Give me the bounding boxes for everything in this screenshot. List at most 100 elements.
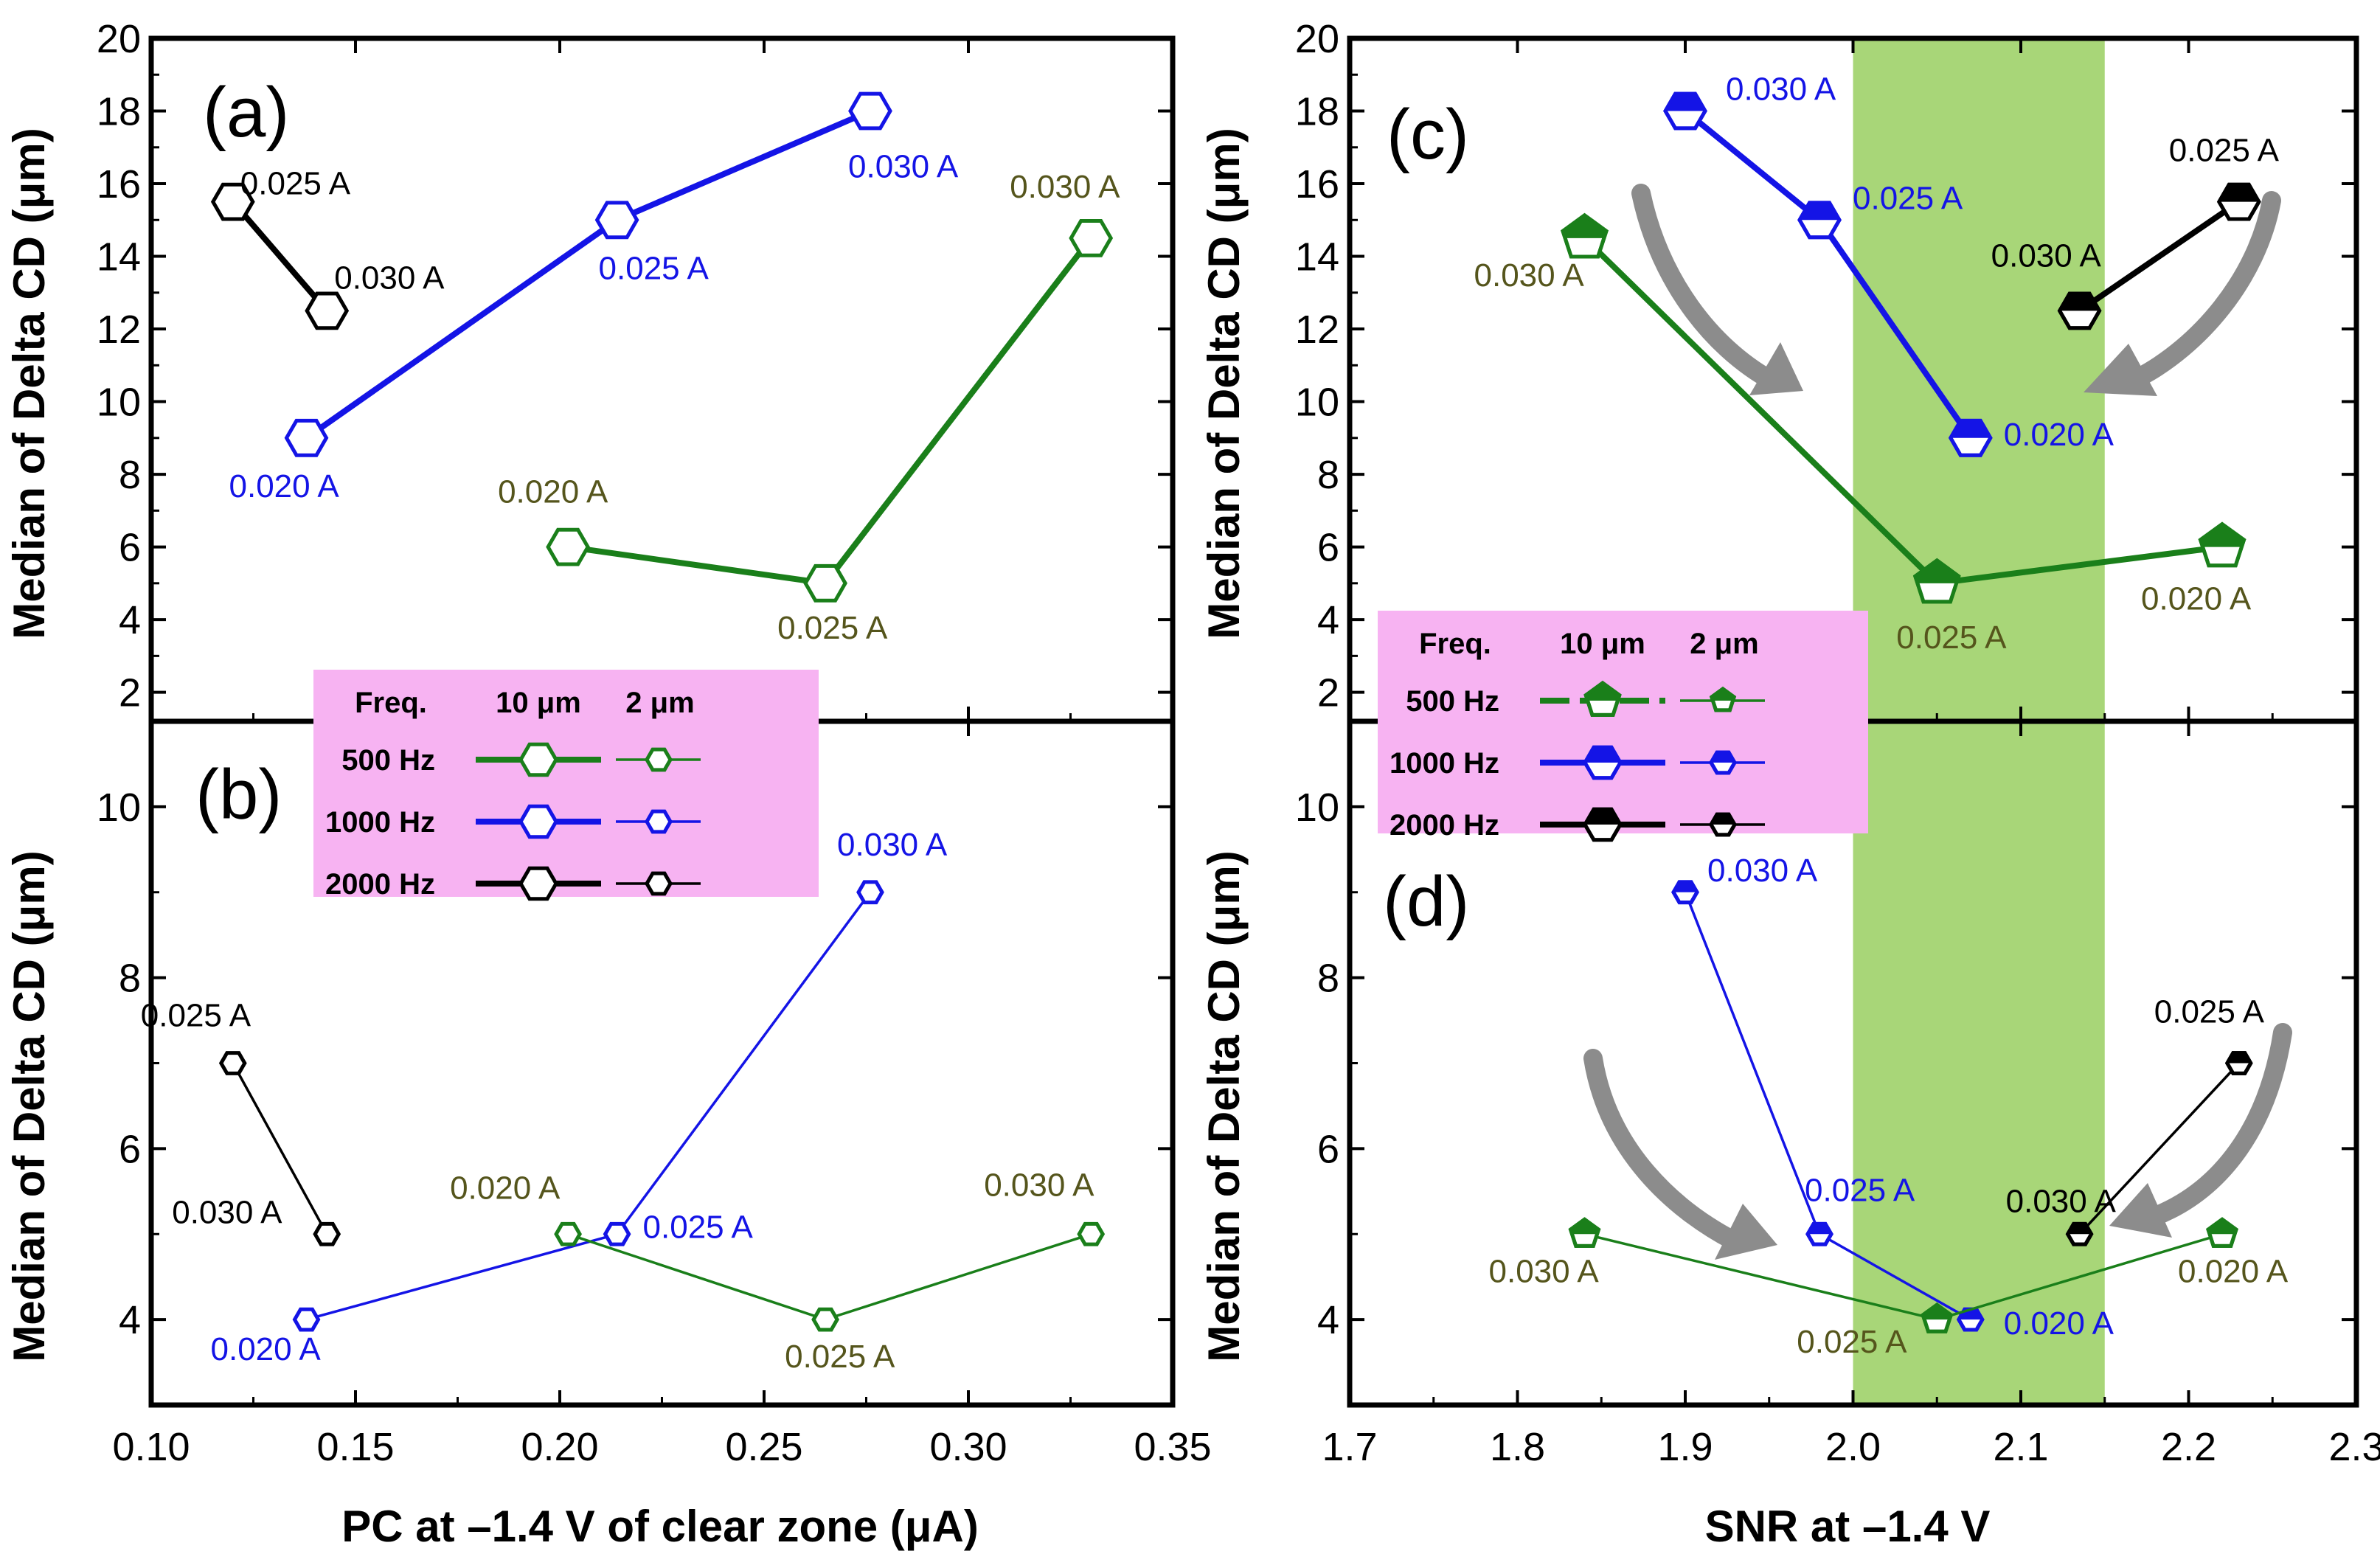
data-point-outline [1921, 1302, 1954, 1333]
legend-box-legend_left: Freq. 10 μm 2 μm 500 Hz 1000 Hz 2000 Hz [313, 670, 819, 901]
data-point [554, 1221, 582, 1246]
legend-marker-10um [1583, 680, 1622, 717]
x-tick-label: 2.1 [1993, 1425, 2048, 1469]
legends: Freq. 10 μm 2 μm 500 Hz 1000 Hz 2000 Hz Freq. 1… [313, 611, 1868, 901]
data-point-fill [1800, 202, 1839, 221]
data-point-fill [1665, 94, 1705, 111]
arrow-left-shaft [1631, 184, 1780, 389]
legend-header: 10 μm [1560, 628, 1645, 660]
point-label: 0.020 A [2141, 581, 2252, 617]
data-point-fill [2059, 294, 2100, 311]
legend-marker-2um-outline [1709, 686, 1737, 712]
data-point-shape [210, 182, 255, 221]
y-tick-label: 4 [119, 1298, 141, 1342]
panel-label-b: (b) [195, 755, 282, 834]
point-label: 0.030 A [1010, 169, 1120, 205]
data-point-fill [1915, 560, 1959, 583]
data-point [2198, 521, 2247, 568]
y-tick-label: 14 [1295, 235, 1339, 280]
legend-row-label: 1000 Hz [1390, 747, 1499, 780]
data-point-outline [1663, 91, 1707, 131]
series-2000-hz: 0.025 A 0.030 A [141, 998, 341, 1246]
legend-marker-2um [1709, 812, 1737, 837]
panel-label-c: (c) [1387, 95, 1469, 174]
y-tick-label: 12 [97, 308, 141, 352]
x-tick-label: 2.0 [1825, 1425, 1881, 1469]
data-point [1568, 1217, 1601, 1248]
y-tick-label: 4 [119, 598, 141, 642]
panel-b: 4 6 8 10 0.10 0.15 0.20 0.25 0.30 0.35 0.025 A 0.03… [97, 718, 1212, 1469]
point-label: 0.030 A [1707, 853, 1818, 889]
data-point [2206, 1217, 2238, 1248]
data-point [218, 1051, 247, 1075]
legend-marker-10um-fill [1585, 747, 1620, 763]
point-label: 0.020 A [211, 1331, 322, 1367]
data-point [1561, 212, 1609, 259]
legend-marker-10um-shape [518, 866, 558, 901]
data-point-outline [2065, 1221, 2094, 1246]
data-point [546, 527, 590, 566]
data-point-outline [1805, 1221, 1833, 1246]
data-point [305, 291, 350, 330]
panel-label-a: (a) [203, 73, 289, 152]
arrow-right [2109, 1023, 2292, 1238]
data-point [1671, 880, 1699, 905]
panel-label-d: (d) [1383, 862, 1469, 941]
series-line [2078, 1062, 2241, 1235]
data-point [848, 91, 892, 131]
series-500-hz: 0.030 A 0.025 A 0.020 A [1474, 212, 2252, 656]
legend-row-label: 2000 Hz [1390, 809, 1499, 842]
series-2000-hz: 0.025 A 0.030 A [210, 166, 445, 330]
x-tick-label: 2.3 [2328, 1425, 2380, 1469]
x-tick-label: 0.35 [1134, 1425, 1211, 1469]
y-tick-label: 10 [1295, 381, 1339, 425]
y-axis-title-a: Median of Delta CD (μm) [4, 128, 54, 639]
y-axis-title-b: Median of Delta CD (μm) [4, 850, 54, 1361]
legend-box-legend_right: Freq. 10 μm 2 μm 500 Hz 1000 Hz 2000 Hz [1378, 611, 1868, 842]
data-point [284, 418, 329, 457]
y-tick-label: 6 [1317, 1127, 1339, 1171]
data-point [1912, 558, 1961, 604]
data-point [856, 880, 884, 905]
point-label: 0.025 A [2154, 994, 2265, 1030]
x-tick-label: 0.15 [316, 1425, 394, 1469]
point-label: 0.030 A [2006, 1183, 2117, 1219]
series-line [567, 1232, 1092, 1321]
arrow-left-head [1749, 342, 1803, 395]
legend-marker-2um [1709, 686, 1737, 712]
y-tick-label: 10 [1295, 785, 1339, 830]
point-label: 0.025 A [599, 250, 710, 286]
data-point-shape [594, 201, 639, 240]
data-point-shape [848, 91, 892, 131]
data-point [1805, 1221, 1833, 1246]
panel-d: 4 6 8 10 1.7 1.8 1.9 2.0 2.1 2.2 2.3 0.030 A 0.025 A… [1295, 718, 2380, 1469]
point-label: 0.025 A [643, 1209, 754, 1245]
legend-header: Freq. [1419, 628, 1491, 660]
legend-marker-10um-outline [1583, 807, 1623, 842]
y-tick-label: 4 [1317, 598, 1339, 642]
legend-marker-10um [518, 742, 558, 777]
x-tick-label: 1.7 [1322, 1425, 1377, 1469]
legend-marker-10um-shape [518, 804, 558, 839]
data-point-outline [1568, 1217, 1601, 1248]
point-label: 0.025 A [141, 998, 251, 1034]
data-point-shape [803, 563, 847, 603]
data-point [811, 1307, 839, 1332]
legend-marker-2um-outline [1709, 750, 1737, 775]
legend-marker-2um-outline [1709, 812, 1737, 837]
y-tick-label: 16 [97, 162, 141, 207]
data-point-outline [1948, 418, 1993, 457]
legend-header: 2 μm [1690, 628, 1758, 660]
data-point-shape [1077, 1221, 1106, 1246]
legend-background [1378, 611, 1868, 833]
y-tick-label: 6 [119, 526, 141, 570]
y-tick-label: 2 [1317, 671, 1339, 715]
point-label: 0.025 A [1896, 620, 2007, 656]
legend-row-label: 2000 Hz [325, 868, 435, 901]
point-label: 0.025 A [1853, 180, 1963, 216]
legend-row-label: 500 Hz [1406, 685, 1499, 718]
point-label: 0.025 A [240, 166, 351, 202]
legend-background [313, 670, 819, 897]
data-point-shape [292, 1307, 321, 1332]
data-point-fill [1570, 1219, 1599, 1235]
